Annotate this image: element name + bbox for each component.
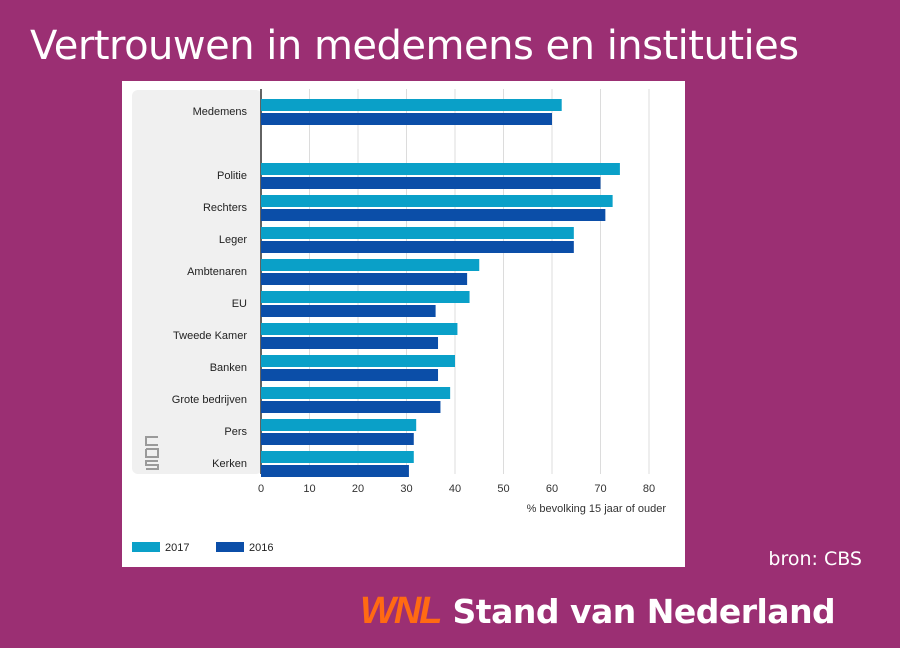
wnl-logo: WNL — [360, 589, 443, 632]
category-label: EU — [232, 298, 247, 310]
bar-2017 — [261, 99, 562, 111]
bar-2016 — [261, 273, 468, 285]
x-tick-label: 80 — [643, 483, 655, 495]
bar-2016 — [261, 305, 436, 317]
category-label: Pers — [224, 426, 247, 438]
bar-2017 — [261, 291, 470, 303]
bar-2016 — [261, 401, 441, 413]
source-label: bron: CBS — [768, 548, 862, 570]
x-tick-label: 10 — [303, 483, 315, 495]
bar-2016 — [261, 337, 439, 349]
brand-name: Stand van Nederland — [452, 591, 836, 631]
x-tick-label: 0 — [258, 483, 264, 495]
bar-2016 — [261, 433, 414, 445]
x-axis-label: % bevolking 15 jaar of ouder — [527, 503, 667, 515]
category-panel — [132, 90, 262, 474]
cbs-logo-icon — [145, 436, 159, 470]
bar-2016 — [261, 209, 606, 221]
bar-2016 — [261, 465, 409, 477]
chart-card: Medemens Politie Rechters Leger Ambtenaren EU… — [122, 81, 685, 567]
bar-2017 — [261, 323, 458, 335]
bar-2017 — [261, 419, 417, 431]
legend-swatch — [216, 542, 244, 552]
legend-label: 2016 — [249, 542, 273, 554]
category-label: Medemens — [193, 106, 248, 118]
category-label: Leger — [219, 234, 247, 246]
bar-2017 — [261, 227, 574, 239]
category-label: Ambtenaren — [187, 266, 247, 278]
bar-2016 — [261, 369, 439, 381]
legend-label: 2017 — [165, 542, 189, 554]
bar-2016 — [261, 241, 574, 253]
bar-2017 — [261, 355, 455, 367]
category-label: Rechters — [203, 202, 248, 214]
bar-2017 — [261, 163, 620, 175]
page-title: Vertrouwen in medemens en instituties — [30, 23, 799, 69]
x-tick-label: 30 — [400, 483, 412, 495]
category-label: Grote bedrijven — [172, 394, 247, 406]
x-tick-label: 40 — [449, 483, 461, 495]
bar-2017 — [261, 195, 613, 207]
x-tick-label: 50 — [497, 483, 509, 495]
category-label: Kerken — [212, 458, 247, 470]
category-label: Politie — [217, 170, 247, 182]
category-label: Banken — [210, 362, 247, 374]
bar-2017 — [261, 387, 451, 399]
bar-2017 — [261, 451, 414, 463]
category-label: Tweede Kamer — [173, 330, 247, 342]
x-tick-label: 20 — [352, 483, 364, 495]
bar-2017 — [261, 259, 480, 271]
bar-2016 — [261, 177, 601, 189]
x-tick-label: 60 — [546, 483, 558, 495]
bar-2016 — [261, 113, 552, 125]
legend-swatch — [132, 542, 160, 552]
brand-footer: WNL Stand van Nederland — [360, 588, 836, 634]
x-tick-label: 70 — [594, 483, 606, 495]
bar-chart: Medemens Politie Rechters Leger Ambtenaren EU… — [132, 89, 667, 554]
